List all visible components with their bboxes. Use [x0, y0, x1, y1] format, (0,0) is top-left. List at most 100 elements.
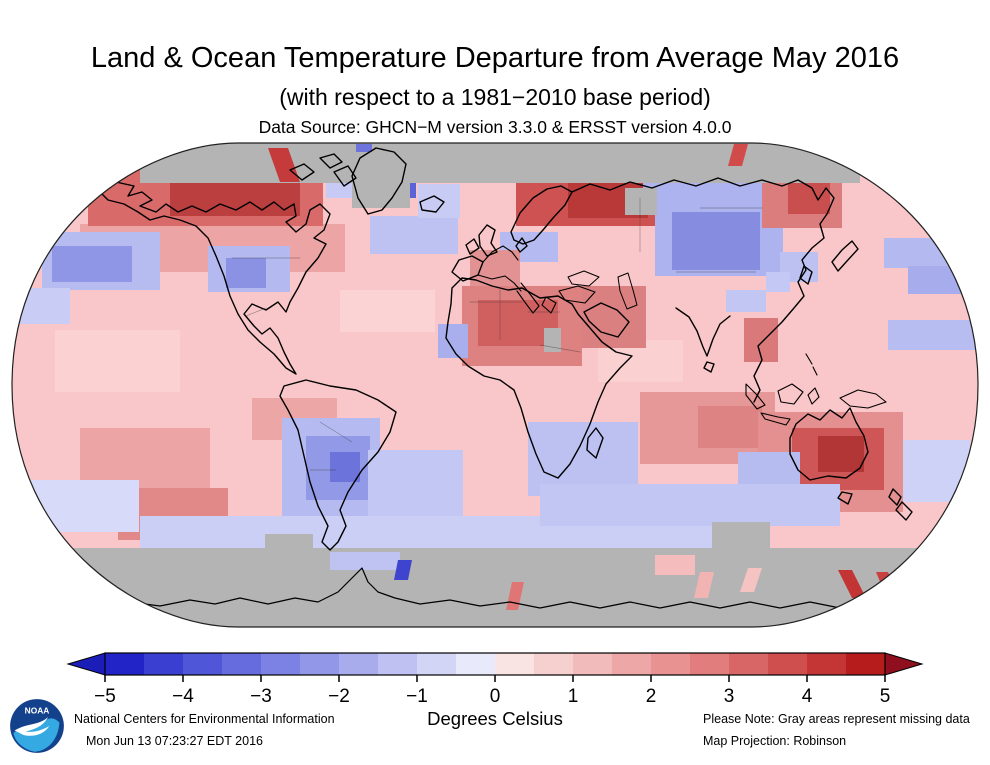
map-cell-antarctic-streak-red-1	[506, 582, 524, 610]
greenland-coastline	[351, 147, 407, 215]
south-america-coastline	[279, 379, 397, 551]
new-zealand-coastline	[888, 488, 913, 521]
map-outline	[11, 142, 979, 628]
north-america-coastline	[99, 181, 331, 375]
colorbar-segment-12	[573, 653, 613, 675]
map-cell-tibet-cool	[726, 290, 766, 312]
iceland-coastline	[419, 195, 445, 213]
colorbar-segment-15	[690, 653, 730, 675]
map-cell-west-pacific-cool-2	[908, 266, 976, 294]
timestamp: Mon Jun 13 07:23:27 EDT 2016	[86, 734, 263, 748]
colorbar-tick-label-1: −4	[172, 686, 194, 707]
coastlines-layer	[35, 147, 929, 611]
africa-coastline	[445, 277, 633, 479]
data-source-line: Data Source: GHCN−M version 3.3.0 & ERSS…	[258, 117, 732, 137]
colorbar-tick-label-0: −5	[94, 686, 116, 707]
colorbar-segment-19	[846, 653, 886, 675]
map-cell-antarctic-streak-red-3	[876, 572, 898, 596]
page-subtitle: (with respect to a 1981−2010 base period…	[279, 84, 711, 110]
footer-left-block: National Centers for Environmental Infor…	[74, 708, 335, 752]
colorbar-segment-16	[729, 653, 769, 675]
map-cell-southern-ocean-cool-band-2	[540, 484, 840, 526]
colorbar-segment-5	[300, 653, 340, 675]
map-cell-antarctic-cool-cells	[330, 552, 400, 570]
europe-mediterranean-coastline	[477, 245, 596, 314]
footer-right-block: Please Note: Gray areas represent missin…	[703, 708, 970, 752]
colorbar-segments: −5 −4 −3 −2 −1 0 1 2 3 4 5	[66, 652, 924, 707]
map-cell-south-africa-cool	[528, 422, 638, 496]
map-cell-antarctic-streak-pink-2	[740, 568, 762, 592]
colorbar-segment-14	[651, 653, 691, 675]
colorbar-segment-17	[768, 653, 808, 675]
noaa-logo-bird	[14, 717, 50, 736]
map-cell-southern-ocean-missing-notch	[265, 534, 313, 550]
colorbar-segment-3	[222, 653, 262, 675]
scandinavia-coastline	[510, 185, 573, 253]
noaa-logo-sea	[13, 718, 60, 752]
colorbar-tick-label-5: 0	[490, 686, 501, 707]
colorbar-tick-label-6: 1	[568, 686, 579, 707]
map-cell-greenland-missing	[352, 152, 410, 208]
colorbar-segment-7	[378, 653, 418, 675]
colorbar-tick-label-3: −2	[328, 686, 350, 707]
colorbar-segment-18	[807, 653, 847, 675]
anomaly-cells-layer	[12, 143, 976, 627]
country-borders	[231, 197, 763, 471]
british-isles-coastline	[465, 224, 498, 257]
map-cell-north-atlantic-cool	[370, 216, 458, 254]
map-cell-tasman-missing-notch	[712, 522, 770, 550]
arctic-islands-coastline	[289, 153, 357, 187]
colorbar-segment-0	[105, 653, 145, 675]
map-cell-north-pacific-cool-core	[52, 246, 132, 282]
colorbar-segment-6	[339, 653, 379, 675]
color-scale-bar: −5 −4 −3 −2 −1 0 1 2 3 4 5	[66, 652, 924, 707]
map-cell-antarctic-streak-red-2	[838, 570, 866, 598]
map-cell-antarctic-missing-band	[20, 548, 970, 627]
colorbar-units-label: Degrees Celsius	[427, 708, 563, 729]
missing-data-note: Please Note: Gray areas represent missin…	[703, 712, 970, 726]
colorbar-segment-2	[183, 653, 223, 675]
map-cell-argentina-cool-dark	[330, 452, 360, 482]
colorbar-tick-label-4: −1	[406, 686, 428, 707]
colorbar-tick-label-10: 5	[880, 686, 891, 707]
map-cell-antarctic-streak-pink-1	[694, 572, 714, 598]
map-cell-antarctic-cell-darkblue	[394, 560, 412, 580]
map-cell-south-of-south-america-cool	[368, 450, 463, 522]
map-cell-australia-hot-core	[818, 436, 864, 472]
black-caspian-sea-coastline	[567, 270, 638, 310]
map-cell-west-pacific-cool-3	[888, 320, 976, 350]
map-cell-texture-pink-2	[55, 330, 180, 392]
noaa-logo-text: NOAA	[25, 706, 50, 716]
map-cell-chukotka-hot-core	[788, 182, 830, 214]
colorbar-tick-label-8: 3	[724, 686, 735, 707]
colorbar-segment-13	[612, 653, 652, 675]
colorbar-segment-10	[495, 653, 535, 675]
colorbar-tick-label-9: 4	[802, 686, 813, 707]
map-cell-arctic-streak-red	[728, 144, 748, 166]
ncei-name: National Centers for Environmental Infor…	[74, 712, 335, 726]
arabia-coastline	[583, 302, 630, 338]
india-coastline	[675, 307, 731, 373]
page-title: Land & Ocean Temperature Departure from …	[90, 42, 900, 74]
colorbar-tick-label-7: 2	[646, 686, 657, 707]
colorbar-segment-4	[261, 653, 301, 675]
colorbar-segment-1	[144, 653, 184, 675]
noaa-logo: NOAA	[10, 699, 64, 753]
world-anomaly-map	[11, 142, 979, 628]
map-cell-senegal-coast-cool	[438, 324, 468, 358]
australia-coastline	[789, 407, 869, 505]
map-cell-mongolia-cool-core	[672, 212, 760, 270]
colorbar-right-arrow	[884, 652, 924, 676]
colorbar-tick-label-2: −3	[250, 686, 272, 707]
antarctica-coastline	[35, 567, 929, 611]
projection-note: Map Projection: Robinson	[703, 734, 847, 748]
asia-coastline	[571, 177, 835, 403]
map-cell-chad-missing	[544, 328, 561, 352]
korea-japan-coastline	[799, 240, 859, 285]
colorbar-segment-8	[417, 653, 457, 675]
map-cell-alaska-hot-streak	[268, 148, 300, 182]
colorbar-segment-9	[456, 653, 496, 675]
map-cell-central-us-cool-core	[226, 258, 266, 288]
map-cell-middle-east-warm	[582, 286, 646, 348]
